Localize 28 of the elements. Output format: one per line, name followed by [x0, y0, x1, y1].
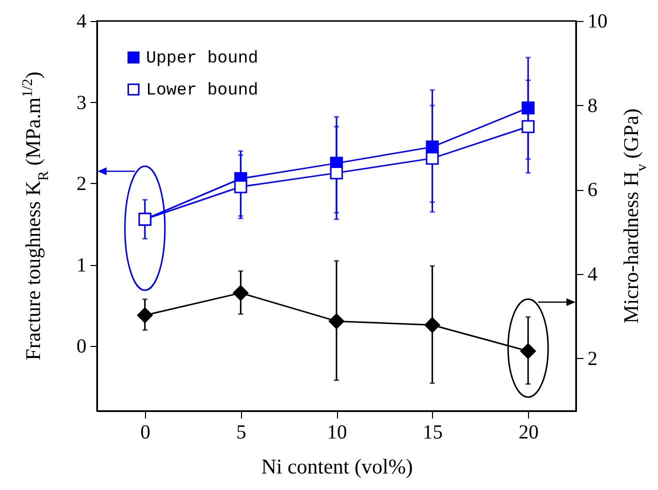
- point: [137, 307, 153, 324]
- y2-tick-label: 2: [588, 348, 598, 370]
- legend-label: Upper bound: [146, 50, 258, 68]
- legend-label: Lower bound: [146, 82, 258, 100]
- y-tick-label: 4: [76, 10, 86, 32]
- point: [424, 317, 440, 333]
- y2-tick-label: 8: [588, 94, 598, 117]
- y2-tick-label: 6: [588, 179, 598, 202]
- point: [232, 285, 249, 301]
- y-tick-label: 2: [76, 173, 86, 195]
- point: [234, 180, 248, 194]
- x-tick-label: 10: [327, 422, 347, 444]
- x-tick-label: 15: [422, 422, 443, 444]
- x-axis-title: Ni content (vol%): [261, 454, 413, 478]
- point: [426, 152, 439, 165]
- y-tick-label: 3: [76, 92, 86, 114]
- x-tick-label: 0: [140, 422, 150, 444]
- point: [328, 313, 344, 330]
- point: [522, 120, 535, 134]
- x-tick-label: 5: [236, 422, 246, 444]
- point: [522, 101, 535, 114]
- point: [520, 343, 536, 359]
- y-tick-label: 0: [76, 336, 86, 358]
- y-tick-label: 1: [76, 254, 86, 276]
- x-tick-label: 20: [518, 422, 539, 444]
- y2-tick-label: 10: [588, 10, 608, 32]
- point: [330, 166, 343, 180]
- y2-tick-label: 4: [588, 263, 598, 286]
